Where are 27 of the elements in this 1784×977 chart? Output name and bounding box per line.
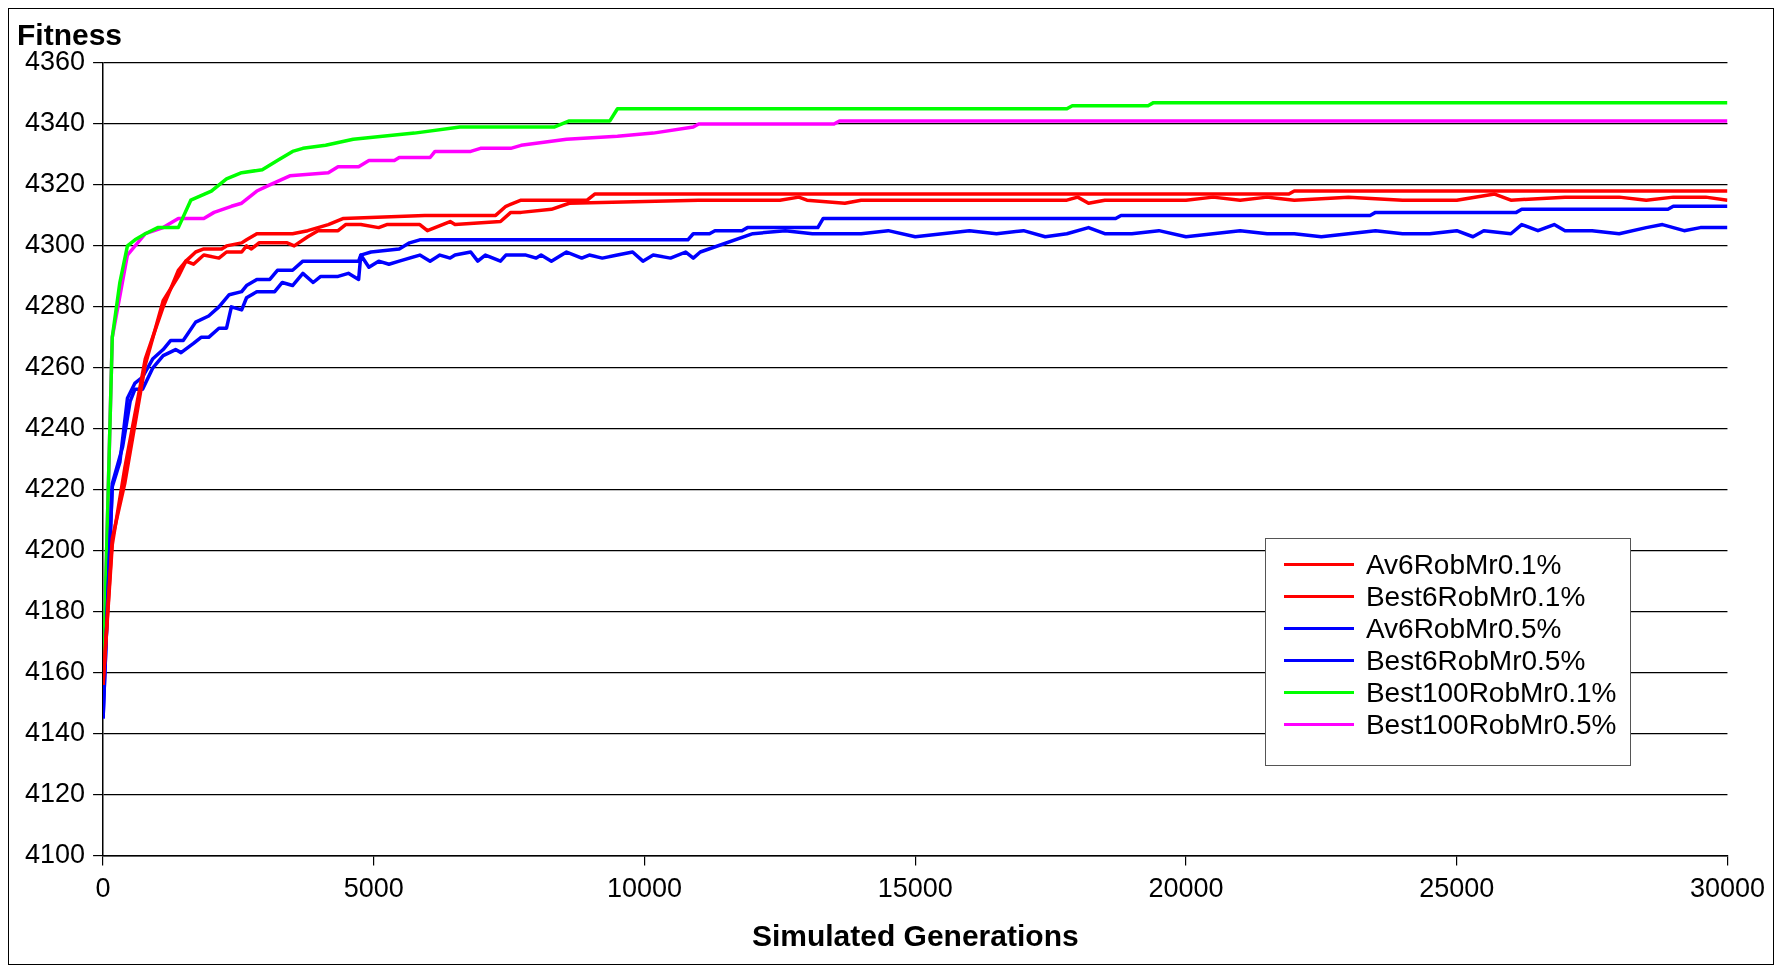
y-tick-label: 4240 (24, 412, 86, 443)
y-tick-label: 4140 (24, 717, 86, 748)
y-tick-label: 4320 (24, 168, 86, 199)
y-tick-label: 4200 (24, 534, 86, 565)
legend-label: Best100RobMr0.5% (1365, 708, 1617, 741)
legend-label: Av6RobMr0.5% (1365, 612, 1562, 645)
x-tick-label: 10000 (606, 873, 683, 904)
y-tick-label: 4300 (24, 229, 86, 260)
x-tick-label: 0 (95, 873, 111, 904)
y-tick-label: 4120 (24, 778, 86, 809)
y-tick-label: 4160 (24, 656, 86, 687)
legend-label: Best6RobMr0.5% (1365, 644, 1586, 677)
x-tick-label: 25000 (1419, 873, 1495, 904)
y-tick-label: 4220 (24, 473, 86, 504)
x-tick-label: 15000 (877, 873, 953, 904)
legend-label: Av6RobMr0.1% (1365, 548, 1562, 581)
y-tick-label: 4100 (24, 839, 86, 870)
y-tick-label: 4280 (24, 290, 86, 321)
y-tick-label: 4180 (24, 595, 86, 626)
x-axis-title: Simulated Generations (751, 919, 1079, 953)
y-tick-label: 4340 (24, 107, 86, 138)
legend-label: Best100RobMr0.1% (1365, 676, 1617, 709)
x-tick-label: 30000 (1689, 873, 1766, 904)
legend-label: Best6RobMr0.1% (1365, 580, 1586, 613)
x-tick-label: 5000 (343, 873, 404, 904)
y-tick-label: 4260 (24, 351, 86, 382)
x-tick-label: 20000 (1148, 873, 1224, 904)
